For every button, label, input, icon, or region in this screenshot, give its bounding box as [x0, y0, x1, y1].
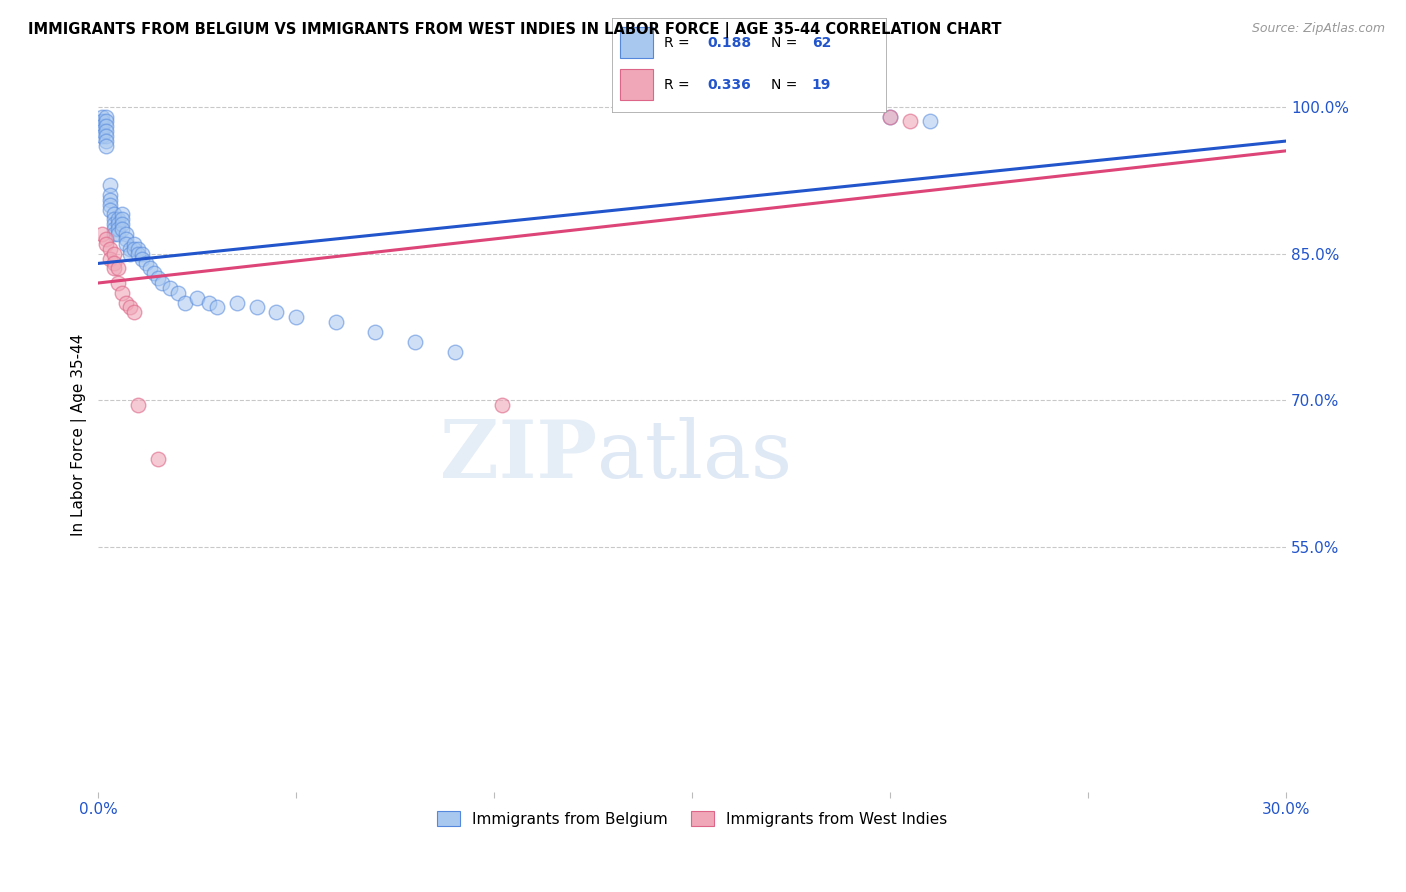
Point: [150, 276, 173, 290]
Point: [103, 212, 125, 227]
Point: [103, 227, 125, 241]
Point: [107, 276, 129, 290]
Point: [205, 301, 228, 315]
Point: [127, 398, 149, 412]
Point: [225, 295, 247, 310]
Point: [111, 212, 134, 227]
Point: [115, 227, 138, 241]
Point: [159, 281, 181, 295]
Point: [96, 129, 118, 144]
Point: [107, 227, 129, 241]
Point: [103, 217, 125, 231]
Point: [122, 305, 145, 319]
Point: [122, 236, 145, 251]
Point: [879, 110, 901, 124]
Text: 19: 19: [811, 78, 831, 92]
Point: [131, 252, 153, 266]
Y-axis label: In Labor Force | Age 35-44: In Labor Force | Age 35-44: [72, 334, 87, 536]
Point: [111, 207, 134, 221]
Point: [111, 222, 134, 236]
Point: [166, 285, 188, 300]
Point: [246, 301, 269, 315]
Point: [111, 285, 134, 300]
Text: R =: R =: [664, 78, 689, 92]
Point: [118, 301, 141, 315]
Text: 0.188: 0.188: [707, 36, 752, 50]
Point: [98, 187, 121, 202]
Point: [879, 110, 901, 124]
Point: [91, 110, 114, 124]
Point: [118, 246, 141, 260]
Point: [96, 120, 118, 134]
Point: [107, 222, 129, 236]
Point: [325, 315, 347, 329]
Point: [146, 452, 169, 467]
Text: IMMIGRANTS FROM BELGIUM VS IMMIGRANTS FROM WEST INDIES IN LABOR FORCE | AGE 35-4: IMMIGRANTS FROM BELGIUM VS IMMIGRANTS FR…: [28, 22, 1001, 38]
Point: [198, 295, 221, 310]
Point: [103, 261, 125, 276]
Point: [118, 242, 141, 256]
Point: [91, 227, 114, 241]
Point: [91, 120, 114, 134]
Point: [115, 232, 138, 246]
Point: [139, 261, 162, 276]
Text: N =: N =: [770, 78, 797, 92]
Point: [122, 242, 145, 256]
FancyBboxPatch shape: [620, 28, 652, 58]
Text: Source: ZipAtlas.com: Source: ZipAtlas.com: [1251, 22, 1385, 36]
Point: [103, 222, 125, 236]
Point: [91, 114, 114, 128]
Point: [443, 344, 465, 359]
Point: [127, 246, 149, 260]
Text: 0.336: 0.336: [707, 78, 751, 92]
Point: [111, 217, 134, 231]
Point: [96, 134, 118, 148]
Text: R =: R =: [664, 36, 689, 50]
Point: [103, 207, 125, 221]
Point: [107, 217, 129, 231]
Text: 62: 62: [811, 36, 831, 50]
Point: [142, 266, 165, 280]
Point: [115, 236, 138, 251]
Point: [404, 334, 426, 349]
Point: [98, 178, 121, 193]
Point: [135, 256, 157, 270]
Point: [127, 242, 149, 256]
Point: [898, 114, 921, 128]
Text: N =: N =: [770, 36, 797, 50]
Point: [91, 129, 114, 144]
Point: [266, 305, 288, 319]
Point: [115, 295, 138, 310]
Text: atlas: atlas: [598, 417, 792, 495]
Point: [103, 246, 125, 260]
Point: [98, 252, 121, 266]
Point: [96, 236, 118, 251]
Point: [107, 212, 129, 227]
Point: [174, 295, 197, 310]
Point: [96, 139, 118, 153]
Point: [98, 193, 121, 207]
Point: [285, 310, 308, 325]
Point: [918, 114, 941, 128]
Point: [364, 325, 387, 339]
Point: [98, 242, 121, 256]
FancyBboxPatch shape: [620, 70, 652, 100]
Point: [186, 291, 208, 305]
Legend: Immigrants from Belgium, Immigrants from West Indies: Immigrants from Belgium, Immigrants from…: [429, 804, 955, 834]
Point: [103, 256, 125, 270]
Point: [96, 114, 118, 128]
Point: [96, 110, 118, 124]
Text: ZIP: ZIP: [440, 417, 598, 495]
Point: [131, 246, 153, 260]
Point: [491, 398, 513, 412]
Point: [98, 202, 121, 217]
Point: [91, 124, 114, 138]
Point: [96, 124, 118, 138]
Point: [98, 197, 121, 211]
Point: [107, 261, 129, 276]
Point: [146, 271, 169, 285]
Point: [96, 232, 118, 246]
